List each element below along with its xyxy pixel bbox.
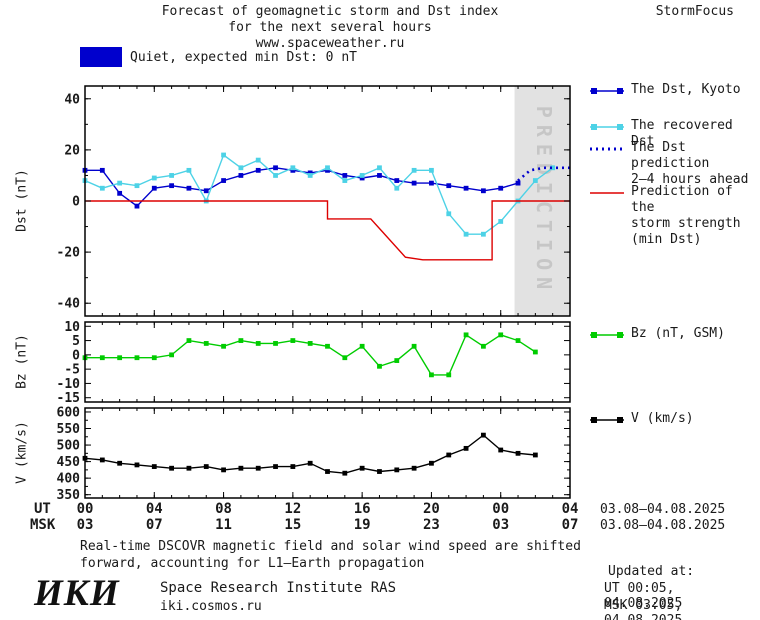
svg-text:0: 0 bbox=[72, 348, 80, 363]
x-tick-msk: 03 bbox=[76, 517, 94, 533]
svg-text:-5: -5 bbox=[64, 363, 80, 378]
x-tick-ut: 00 bbox=[76, 501, 94, 517]
updated-ut: UT 00:05, 04.08.2025 bbox=[604, 581, 683, 611]
footnote-line1: Real-time DSCOVR magnetic field and sola… bbox=[80, 539, 581, 554]
prediction-marker-icon bbox=[590, 147, 624, 151]
svg-text:550: 550 bbox=[57, 422, 81, 437]
swatch-rect bbox=[80, 47, 122, 67]
footnote: Real-time DSCOVR magnetic field and sola… bbox=[80, 538, 581, 572]
x-tick-msk: 15 bbox=[284, 517, 302, 533]
legend-prediction-line2: 2–4 hours ahead bbox=[631, 172, 749, 187]
legend-storm-strength: Prediction of the storm strength (min Ds… bbox=[590, 184, 760, 248]
bz-marker-icon bbox=[590, 332, 624, 338]
svg-text:-20: -20 bbox=[57, 246, 81, 261]
x-tick-msk: 03 bbox=[492, 517, 510, 533]
footnote-line2: forward, accounting for L1–Earth propaga… bbox=[80, 556, 425, 571]
v-marker-icon bbox=[590, 417, 624, 423]
legend-storm-line1: Prediction of the bbox=[631, 184, 733, 215]
legend-v-label: V (km/s) bbox=[631, 411, 694, 426]
x-tick-msk: 23 bbox=[422, 517, 440, 533]
x-tick-msk: 19 bbox=[353, 517, 371, 533]
title-line1: Forecast of geomagnetic storm and Dst in… bbox=[161, 4, 499, 19]
legend-v: V (km/s) bbox=[590, 411, 694, 427]
svg-text:400: 400 bbox=[57, 472, 81, 487]
updated-label: Updated at: bbox=[608, 564, 695, 579]
svg-text:5: 5 bbox=[72, 334, 80, 349]
legend-bz: Bz (nT, GSM) bbox=[590, 326, 725, 342]
legend-storm-line2: storm strength bbox=[631, 216, 741, 231]
svg-text:-40: -40 bbox=[57, 297, 81, 312]
dst-kyoto-marker-icon bbox=[590, 88, 624, 94]
svg-text:10: 10 bbox=[64, 320, 80, 335]
institute-site: iki.cosmos.ru bbox=[160, 599, 262, 614]
svg-text:40: 40 bbox=[64, 92, 80, 107]
page-title: Forecast of geomagnetic storm and Dst in… bbox=[85, 4, 575, 52]
svg-text:-10: -10 bbox=[57, 377, 81, 392]
x-tick-msk: 07 bbox=[561, 517, 579, 533]
legend-bz-label: Bz (nT, GSM) bbox=[631, 326, 725, 341]
storm-strength-marker-icon bbox=[590, 192, 624, 194]
x-tick-ut: 12 bbox=[284, 501, 302, 517]
recovered-marker-icon bbox=[590, 124, 624, 130]
msk-row-label: MSK bbox=[30, 517, 56, 533]
dst-axis-label: Dst (nT) bbox=[14, 169, 30, 232]
svg-text:20: 20 bbox=[64, 143, 80, 158]
x-tick-ut: 04 bbox=[145, 501, 163, 517]
svg-text:0: 0 bbox=[72, 195, 80, 210]
x-tick-msk: 11 bbox=[215, 517, 232, 533]
legend-prediction-line1: The Dst prediction bbox=[631, 140, 710, 171]
institute-name: Space Research Institute RAS bbox=[160, 580, 397, 596]
x-tick-ut: 16 bbox=[353, 501, 371, 517]
date-range-ut: 03.08–04.08.2025 bbox=[600, 502, 726, 517]
updated-msk: MSK 03:05, 04.08.2025 bbox=[604, 598, 683, 620]
x-tick-ut: 08 bbox=[215, 501, 232, 517]
svg-text:350: 350 bbox=[57, 488, 81, 500]
svg-text:-15: -15 bbox=[57, 391, 80, 404]
legend-recovered-label: The recovered Dst bbox=[631, 118, 733, 149]
bz-axis-label: Bz (nT) bbox=[14, 334, 30, 389]
title-line3-site: www.spaceweather.ru bbox=[255, 36, 405, 51]
brand-stormfocus: StormFocus bbox=[655, 4, 734, 19]
x-tick-msk: 07 bbox=[145, 517, 163, 533]
svg-text:450: 450 bbox=[57, 455, 81, 470]
x-tick-ut: 04 bbox=[561, 501, 579, 517]
legend-dst-kyoto-label: The Dst, Kyoto bbox=[631, 82, 741, 97]
svg-text:600: 600 bbox=[57, 406, 81, 420]
x-axis: UT MSK 03.08–04.08.2025 03.08–04.08.2025… bbox=[0, 501, 760, 535]
x-tick-ut: 20 bbox=[422, 501, 440, 517]
svg-text:500: 500 bbox=[57, 439, 81, 454]
iki-logo: ИКИ bbox=[34, 573, 120, 614]
legend-storm-line3: (min Dst) bbox=[631, 232, 702, 247]
x-tick-ut: 00 bbox=[492, 501, 510, 517]
storm-level-label: Quiet, expected min Dst: 0 nT bbox=[130, 50, 357, 65]
date-range-msk: 03.08–04.08.2025 bbox=[600, 518, 726, 533]
legend-prediction: The Dst prediction 2–4 hours ahead bbox=[590, 140, 760, 188]
title-line2: for the next several hours bbox=[228, 20, 432, 35]
v-axis-label: V (km/s) bbox=[14, 421, 30, 484]
storm-level-swatch bbox=[80, 47, 122, 67]
legend-dst-kyoto: The Dst, Kyoto bbox=[590, 82, 741, 98]
legend-recovered: The recovered Dst bbox=[590, 118, 760, 150]
ut-row-label: UT bbox=[34, 501, 51, 517]
